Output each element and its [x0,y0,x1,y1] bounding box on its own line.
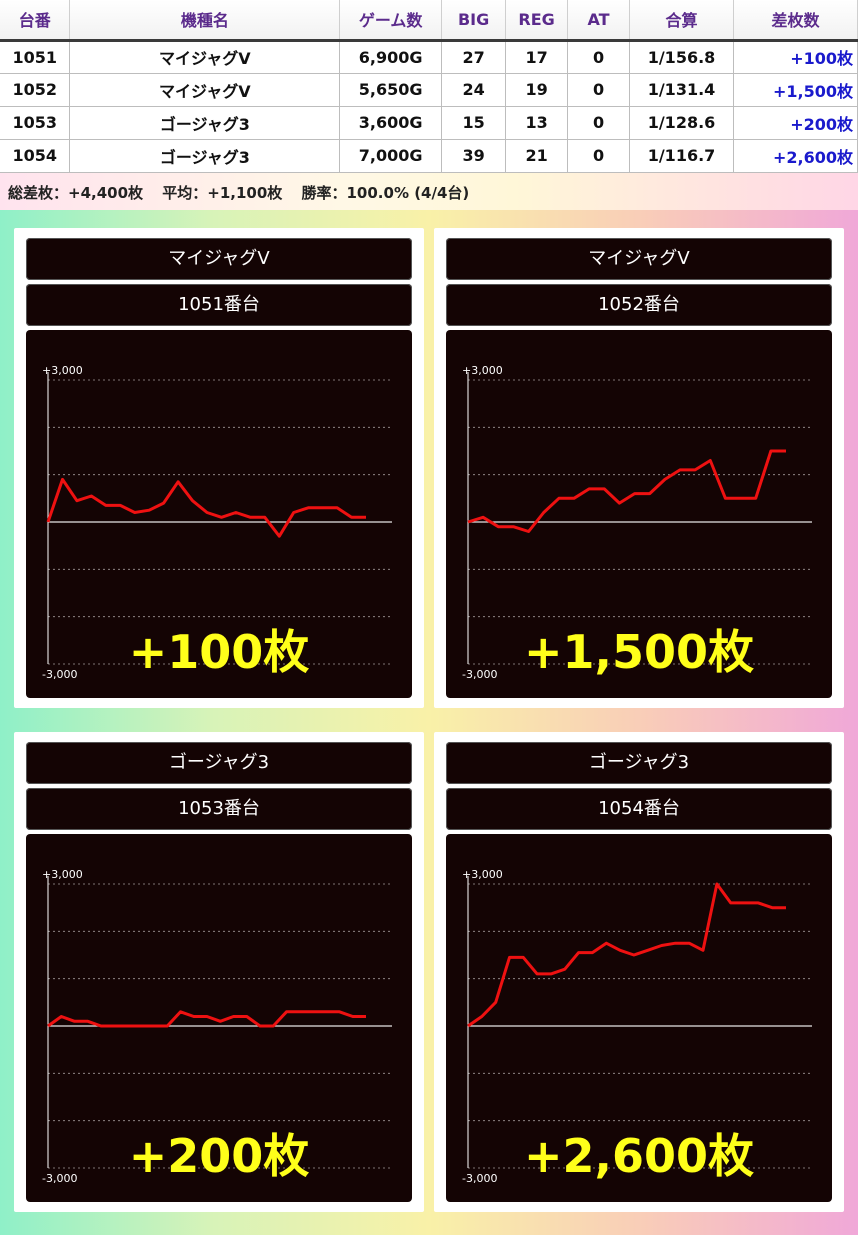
series-line [46,477,366,538]
line-chart: +3,000 -3,000 [462,364,812,681]
table-cell: 24 [441,73,507,107]
table-cell: 1/128.6 [629,106,734,140]
table-cell: 0 [567,139,631,173]
result-label: +100枚 [128,625,310,679]
y-tick-label: -3,000 [462,668,497,681]
table-cell: ゴージャグ3 [69,139,341,173]
y-tick-label: +3,000 [42,364,83,377]
table-cell: +2,600枚 [733,139,858,173]
series-line [47,1010,366,1028]
table-header-row: 台番 機種名 ゲーム数 BIG REG AT 合算 差枚数 [0,0,858,42]
graph-panel: +3,000 -3,000 +100枚 [26,330,412,698]
table-cell: 5,650G [339,73,443,107]
summary-total: 総差枚：+4,400枚 [8,184,144,202]
line-chart: +3,000 -3,000 [42,364,392,681]
graph-panel: +3,000 -3,000 +200枚 [26,834,412,1202]
graph-card: マイジャグV 1052番台 +3,000 -3,000 +1,500枚 [434,228,844,708]
table-cell: +1,500枚 [733,73,858,107]
result-label: +200枚 [128,1129,310,1183]
summary-average: 平均：+1,100枚 [162,184,283,202]
table-cell: 1/131.4 [629,73,734,107]
graph-panel: +3,000 -3,000 +1,500枚 [446,330,832,698]
table-cell: 21 [505,139,569,173]
table-cell: マイジャグV [69,40,341,74]
table-cell: 0 [567,40,631,74]
table-cell: 19 [505,73,569,107]
table-cell: 7,000G [339,139,443,173]
y-tick-label: +3,000 [462,868,503,881]
machine-name: ゴージャグ3 [26,742,412,784]
table-cell: 1/156.8 [629,40,734,74]
table-row: 1053 ゴージャグ3 3,600G 15 13 0 1/128.6 +200枚 [0,106,858,140]
y-tick-label: -3,000 [462,1172,497,1185]
y-tick-label: -3,000 [42,1172,77,1185]
y-tick-label: +3,000 [462,364,503,377]
table-cell: マイジャグV [69,73,341,107]
table-cell: 6,900G [339,40,443,74]
col-header: 台番 [0,0,71,42]
table-cell: ゴージャグ3 [69,106,341,140]
table-row: 1052 マイジャグV 5,650G 24 19 0 1/131.4 +1,500枚 [0,73,858,107]
summary-winrate: 勝率：100.0% (4/4台) [301,184,470,202]
table-cell: 13 [505,106,569,140]
table-cell: +200枚 [733,106,858,140]
table-cell: 1053 [0,106,71,140]
table-cell: 0 [567,73,631,107]
line-chart: +3,000 -3,000 [462,868,812,1185]
table-cell: 27 [441,40,507,74]
machine-name: ゴージャグ3 [446,742,832,784]
machine-name: マイジャグV [26,238,412,280]
col-header: 差枚数 [733,0,858,42]
summary-line: 総差枚：+4,400枚 平均：+1,100枚 勝率：100.0% (4/4台) [0,178,858,208]
machine-name: マイジャグV [446,238,832,280]
table-cell: 1052 [0,73,71,107]
graph-panel: +3,000 -3,000 +2,600枚 [446,834,832,1202]
series-line [467,449,786,533]
y-tick-label: -3,000 [42,668,77,681]
table-cell: 1/116.7 [629,139,734,173]
col-header: AT [567,0,631,42]
table-cell: 1054 [0,139,71,173]
line-chart: +3,000 -3,000 [42,868,392,1185]
unit-number: 1051番台 [26,284,412,326]
col-header: 合算 [629,0,734,42]
unit-number: 1054番台 [446,788,832,830]
unit-number: 1053番台 [26,788,412,830]
y-tick-label: +3,000 [42,868,83,881]
col-header: REG [505,0,569,42]
table-cell: 1051 [0,40,71,74]
stats-table: 台番 機種名 ゲーム数 BIG REG AT 合算 差枚数 1051 マイジャグV… [0,0,858,173]
table-cell: 17 [505,40,569,74]
table-row: 1054 ゴージャグ3 7,000G 39 21 0 1/116.7 +2,600枚 [0,139,858,173]
table-row: 1051 マイジャグV 6,900G 27 17 0 1/156.8 +100枚 [0,40,858,74]
col-header: 機種名 [69,0,341,42]
table-cell: 3,600G [339,106,443,140]
table-cell: +100枚 [733,40,858,74]
graph-card: マイジャグV 1051番台 +3,000 -3,000 +100枚 [14,228,424,708]
unit-number: 1052番台 [446,284,832,326]
col-header: ゲーム数 [339,0,443,42]
table-cell: 0 [567,106,631,140]
table-cell: 39 [441,139,507,173]
graph-card: ゴージャグ3 1054番台 +3,000 -3,000 +2,600枚 [434,732,844,1212]
series-line [467,882,786,1028]
col-header: BIG [441,0,507,42]
result-label: +1,500枚 [523,625,755,679]
graph-card: ゴージャグ3 1053番台 +3,000 -3,000 +200枚 [14,732,424,1212]
table-cell: 15 [441,106,507,140]
result-label: +2,600枚 [523,1129,755,1183]
